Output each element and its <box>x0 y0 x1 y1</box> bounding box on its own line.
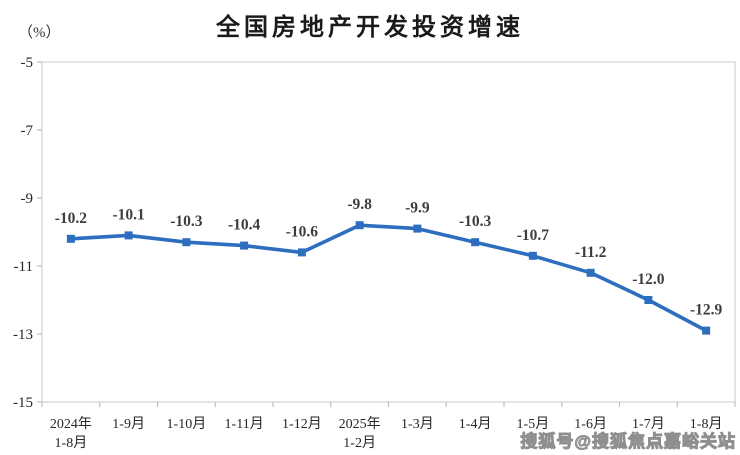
data-point-marker <box>471 238 480 247</box>
data-label: -10.6 <box>286 223 319 240</box>
x-axis-tick-label: 1-8月 <box>690 416 723 432</box>
y-axis-tick-label: -11 <box>14 259 33 275</box>
y-axis-tick-label: -9 <box>21 191 34 207</box>
y-axis-unit-label: （%） <box>18 25 61 41</box>
data-point-marker <box>586 268 595 277</box>
x-axis-tick-label: 1-11月 <box>225 416 264 432</box>
watermark: 搜狐号@搜狐焦点嘉峪关站 <box>520 432 736 452</box>
x-axis-tick-label: 1-7月 <box>632 416 665 432</box>
data-label: -12.9 <box>690 302 723 319</box>
x-axis-tick-label: 1-6月 <box>574 416 607 432</box>
data-label: -11.2 <box>575 244 607 261</box>
y-axis-tick-label: -5 <box>21 55 34 71</box>
data-label: -10.1 <box>112 206 144 223</box>
x-axis-tick-label: 1-4月 <box>459 416 492 432</box>
y-axis-tick-label: -7 <box>21 123 34 139</box>
chart-title: 全国房地产开发投资增速 <box>216 14 524 41</box>
data-label: -10.2 <box>55 210 88 227</box>
data-point-marker <box>702 326 711 335</box>
data-label: -9.9 <box>405 200 430 217</box>
data-point-marker <box>124 231 133 240</box>
data-label: -10.3 <box>459 213 492 230</box>
y-axis-tick-label: -15 <box>13 395 33 411</box>
data-label: -10.3 <box>170 213 203 230</box>
data-point-marker <box>413 224 422 233</box>
x-axis-tick-label: 1-3月 <box>401 416 434 432</box>
x-axis-tick-label: 1-9月 <box>112 416 145 432</box>
y-axis-tick-label: -13 <box>13 327 33 343</box>
x-axis-tick-label: 2025年 1-2月 <box>339 416 381 451</box>
data-point-marker <box>240 241 249 250</box>
data-point-marker <box>644 296 653 304</box>
data-point-marker <box>66 234 75 243</box>
data-point-marker <box>355 221 364 230</box>
plot-border <box>41 61 736 403</box>
data-label: -10.7 <box>517 227 550 244</box>
x-axis-tick-label: 1-10月 <box>167 416 207 432</box>
x-axis-tick-label: 2024年 1-8月 <box>50 416 92 451</box>
x-axis-tick-label: 1-5月 <box>517 416 550 432</box>
x-axis-tick-label: 1-12月 <box>282 416 322 432</box>
data-label: -10.4 <box>228 217 261 234</box>
data-label: -12.0 <box>632 271 665 288</box>
series-line <box>69 223 708 333</box>
data-point-marker <box>182 238 191 247</box>
data-label: -9.8 <box>347 196 372 213</box>
data-point-marker <box>528 251 537 260</box>
data-point-marker <box>297 248 306 257</box>
